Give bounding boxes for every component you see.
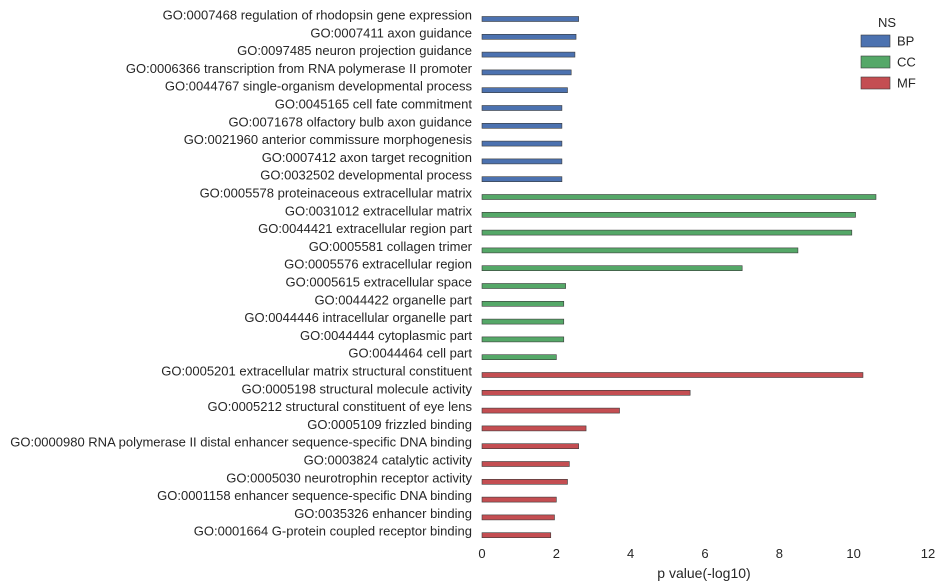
category-label: GO:0005109 frizzled binding (307, 417, 472, 432)
bar-bp (481, 123, 563, 129)
legend-label-bp: BP (897, 34, 914, 49)
category-label: GO:0005578 proteinaceous extracellular m… (200, 186, 473, 201)
category-label: GO:0044767 single-organism developmental… (165, 79, 473, 94)
category-label: GO:0005201 extracellular matrix structur… (161, 364, 472, 379)
bar-bp (481, 105, 563, 111)
legend-swatch-bp (860, 34, 891, 48)
x-tick-label: 12 (921, 546, 935, 561)
legend-swatch-mf (860, 76, 891, 90)
legend-label-cc: CC (897, 55, 916, 70)
category-label: GO:0001664 G-protein coupled receptor bi… (194, 524, 472, 539)
x-axis-title: p value(-log10) (657, 565, 750, 581)
category-label: GO:0097485 neuron projection guidance (237, 43, 472, 58)
category-label: GO:0071678 olfactory bulb axon guidance (228, 114, 472, 129)
bar-bp (481, 33, 577, 40)
bar-mf (481, 425, 587, 432)
bar-mf (481, 461, 570, 467)
category-label: GO:0044464 cell part (348, 346, 472, 361)
category-label: GO:0021960 anterior commissure morphogen… (184, 132, 473, 147)
category-label: GO:0001158 enhancer sequence-specific DN… (157, 488, 472, 503)
bar-bp (481, 158, 563, 165)
bar-bp (481, 69, 572, 76)
category-label: GO:0005576 extracellular region (284, 257, 472, 272)
x-tick-label: 0 (478, 546, 485, 561)
bar-mf (481, 443, 579, 450)
bar-bp (481, 51, 576, 58)
category-label: GO:0035326 enhancer binding (294, 506, 472, 521)
legend-swatch-cc (860, 55, 891, 69)
bar-cc (481, 247, 799, 254)
bar-cc (481, 354, 557, 361)
bar-cc (481, 212, 856, 218)
bar-cc (481, 336, 565, 343)
category-label: GO:0044444 cytoplasmic part (300, 328, 472, 343)
legend-label-mf: MF (897, 76, 916, 91)
x-tick-label: 2 (553, 546, 560, 561)
bar-mf (481, 478, 568, 485)
bar-cc (481, 194, 877, 200)
bar-mf (481, 389, 691, 396)
bar-bp (481, 176, 563, 182)
category-label: GO:0005198 structural molecule activity (242, 381, 473, 396)
category-label: GO:0005212 structural constituent of eye… (208, 399, 473, 414)
bar-mf (481, 372, 864, 378)
category-label: GO:0005615 extracellular space (286, 275, 472, 290)
category-label: GO:0044422 organelle part (314, 292, 472, 307)
bar-cc (481, 300, 565, 307)
bar-cc (481, 229, 853, 236)
bar-bp (481, 87, 568, 93)
category-label: GO:0044446 intracellular organelle part (244, 310, 472, 325)
bar-cc (481, 283, 566, 289)
category-label: GO:0045165 cell fate commitment (275, 97, 473, 112)
bar-cc (481, 318, 565, 325)
legend: NS BP CC MF (860, 15, 916, 91)
bar-bp (481, 140, 563, 147)
category-labels: GO:0007468 regulation of rhodopsin gene … (10, 8, 472, 539)
category-label: GO:0003824 catalytic activity (304, 453, 473, 468)
category-label: GO:0006366 transcription from RNA polyme… (126, 61, 473, 76)
category-label: GO:0031012 extracellular matrix (285, 203, 473, 218)
category-label: GO:0000980 RNA polymerase II distal enha… (10, 435, 472, 450)
category-label: GO:0007412 axon target recognition (262, 150, 472, 165)
x-axis-ticks: 0 2 4 6 8 10 12 (478, 546, 935, 561)
bar-mf (481, 496, 557, 503)
category-label: GO:0005581 collagen trimer (309, 239, 473, 254)
bar-bp (481, 16, 579, 22)
x-tick-label: 10 (846, 546, 860, 561)
bars (481, 16, 877, 539)
bar-mf (481, 407, 620, 414)
bar-mf (481, 532, 552, 539)
x-tick-label: 8 (776, 546, 783, 561)
category-label: GO:0007468 regulation of rhodopsin gene … (163, 8, 472, 23)
category-label: GO:0005030 neurotrophin receptor activit… (226, 470, 472, 485)
bar-cc (481, 265, 743, 272)
category-label: GO:0044421 extracellular region part (258, 221, 472, 236)
x-tick-label: 6 (701, 546, 708, 561)
category-label: GO:0032502 developmental process (260, 168, 472, 183)
bar-mf (481, 514, 555, 521)
category-label: GO:0007411 axon guidance (310, 25, 472, 40)
legend-title: NS (878, 15, 896, 30)
x-tick-label: 4 (627, 546, 634, 561)
